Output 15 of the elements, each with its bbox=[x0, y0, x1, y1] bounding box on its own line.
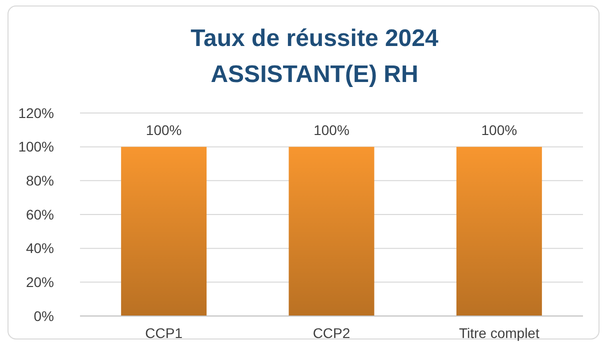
data-label: 100% bbox=[314, 122, 350, 138]
data-label: 100% bbox=[146, 122, 182, 138]
data-label: 100% bbox=[481, 122, 518, 138]
x-tick-label: Titre complet bbox=[458, 325, 540, 341]
y-tick-label: 80% bbox=[26, 172, 54, 189]
y-tick-label: 60% bbox=[26, 206, 54, 222]
y-tick-label: 40% bbox=[26, 240, 54, 256]
x-tick-label: CCP1 bbox=[145, 325, 183, 341]
y-tick-label: 0% bbox=[34, 308, 54, 324]
x-tick-label: CCP2 bbox=[312, 325, 350, 341]
y-tick-label: 120% bbox=[18, 104, 54, 121]
chart-subtitle: ASSISTANT(E) RH bbox=[210, 61, 418, 88]
chart-title: Taux de réussite 2024 bbox=[190, 25, 439, 52]
y-tick-label: 20% bbox=[26, 274, 54, 290]
y-tick-label: 100% bbox=[18, 138, 54, 155]
